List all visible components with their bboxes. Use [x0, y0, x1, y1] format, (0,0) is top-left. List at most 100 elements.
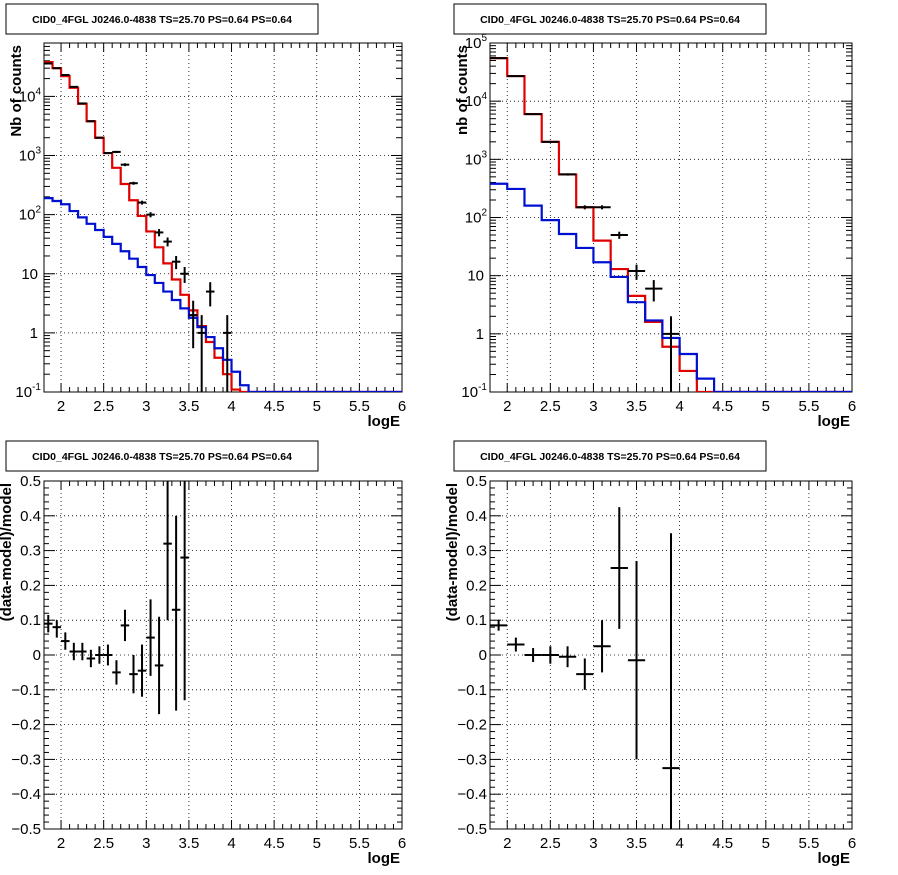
y-tick-label: −0.3	[457, 751, 487, 768]
x-tick-label: 4	[227, 835, 235, 852]
data-point	[112, 660, 121, 685]
data-point	[197, 315, 206, 392]
x-tick-label: 3	[142, 835, 150, 852]
y-tick-label: 0.5	[20, 473, 41, 490]
data-point	[610, 507, 628, 629]
x-tick-label: 6	[848, 835, 856, 852]
y-tick-label: −0.3	[11, 751, 41, 768]
y-tick-label: −0.2	[11, 717, 41, 734]
data-point	[593, 205, 611, 210]
data-point	[44, 614, 53, 633]
y-axis-label: (data-model)/model	[444, 483, 461, 621]
data-point	[524, 648, 542, 662]
x-tick-label: 4.5	[264, 835, 285, 852]
x-tick-label: 5.5	[349, 398, 370, 415]
data-point	[95, 646, 104, 664]
chart-title: CID0_4FGL J0246.0-4838 TS=25.70 PS=0.64 …	[32, 14, 292, 26]
data-point	[541, 646, 559, 664]
data-point	[205, 282, 215, 307]
data-point	[627, 264, 646, 280]
data-point	[558, 173, 577, 176]
y-tick-label: 0.1	[466, 612, 487, 629]
y-tick-label: 0.2	[20, 577, 41, 594]
x-axis-label: logE	[368, 413, 401, 430]
data-point	[154, 229, 164, 237]
data-point	[146, 212, 155, 218]
data-point	[645, 280, 663, 302]
x-tick-label: 2.5	[93, 835, 114, 852]
y-tick-label: 103	[465, 149, 488, 168]
data-point	[627, 561, 646, 760]
y-tick-label: 0.3	[20, 543, 41, 560]
x-tick-label: 3.5	[178, 835, 199, 852]
data-point	[103, 152, 113, 155]
x-tick-label: 2.5	[93, 398, 114, 415]
title-box	[5, 440, 319, 472]
x-tick-label: 2.5	[540, 835, 561, 852]
title-box	[453, 440, 767, 472]
y-tick-label: 1	[30, 325, 38, 342]
x-tick-label: 4.5	[712, 398, 733, 415]
plot-frame	[43, 42, 403, 393]
data-point	[61, 74, 70, 77]
y-tick-label: −0.4	[457, 786, 487, 803]
data-point	[524, 113, 542, 116]
panel-residuals-right: CID0_4FGL J0246.0-4838 TS=25.70 PS=0.64 …	[444, 440, 856, 867]
x-tick-label: 4	[675, 398, 683, 415]
y-tick-label: 0	[479, 647, 487, 664]
data-point	[52, 67, 62, 70]
x-tick-label: 5	[313, 398, 321, 415]
x-tick-label: 5.5	[349, 835, 370, 852]
x-tick-label: 3	[589, 835, 597, 852]
y-axis-label: (data-model)/model	[0, 483, 15, 621]
data-point	[137, 200, 147, 205]
x-tick-label: 4	[227, 398, 235, 415]
x-tick-label: 6	[398, 835, 406, 852]
data-point	[610, 231, 628, 239]
y-tick-label: −0.1	[457, 682, 487, 699]
data-point	[69, 85, 79, 88]
y-tick-label: 105	[465, 33, 488, 52]
y-tick-label: 10	[21, 266, 38, 283]
data-point	[86, 120, 96, 123]
data-point	[507, 75, 525, 78]
x-tick-label: 4	[675, 835, 683, 852]
series-total_model	[44, 61, 402, 392]
data-point	[86, 649, 96, 668]
data-point	[507, 637, 525, 652]
y-tick-label: −0.5	[457, 821, 487, 838]
y-tick-label: 0.3	[466, 543, 487, 560]
x-tick-label: 5.5	[798, 398, 819, 415]
y-tick-label: 0.2	[466, 577, 487, 594]
x-tick-label: 5	[313, 835, 321, 852]
data-point	[593, 620, 611, 673]
data-point	[163, 481, 172, 621]
y-tick-label: 10	[467, 268, 484, 285]
x-tick-label: 2.5	[540, 398, 561, 415]
title-box	[453, 3, 767, 35]
y-tick-label: 104	[19, 86, 42, 105]
y-tick-label: 0.4	[20, 508, 41, 525]
x-tick-label: 4.5	[264, 398, 285, 415]
panel-counts-left: CID0_4FGL J0246.0-4838 TS=25.70 PS=0.64 …	[5, 3, 406, 430]
panel-counts-right: CID0_4FGL J0246.0-4838 TS=25.70 PS=0.64 …	[453, 3, 856, 430]
data-point	[188, 300, 198, 349]
data-point	[576, 658, 594, 690]
chart-title: CID0_4FGL J0246.0-4838 TS=25.70 PS=0.64 …	[480, 14, 740, 26]
data-point	[180, 481, 189, 701]
data-point	[78, 102, 87, 105]
data-point	[163, 237, 172, 247]
plot-area	[44, 481, 189, 715]
x-tick-label: 4.5	[712, 835, 733, 852]
plot-area	[44, 61, 402, 392]
series-source_model	[44, 197, 402, 392]
x-tick-label: 2	[503, 835, 511, 852]
x-tick-label: 3	[142, 398, 150, 415]
x-tick-label: 5.5	[798, 835, 819, 852]
data-point	[52, 620, 62, 638]
y-tick-label: 0	[33, 647, 41, 664]
chart-title: CID0_4FGL J0246.0-4838 TS=25.70 PS=0.64 …	[32, 451, 292, 463]
y-axis-label: Nb of counts	[8, 45, 25, 137]
y-tick-label: 104	[465, 91, 488, 110]
y-tick-label: 103	[19, 146, 42, 165]
